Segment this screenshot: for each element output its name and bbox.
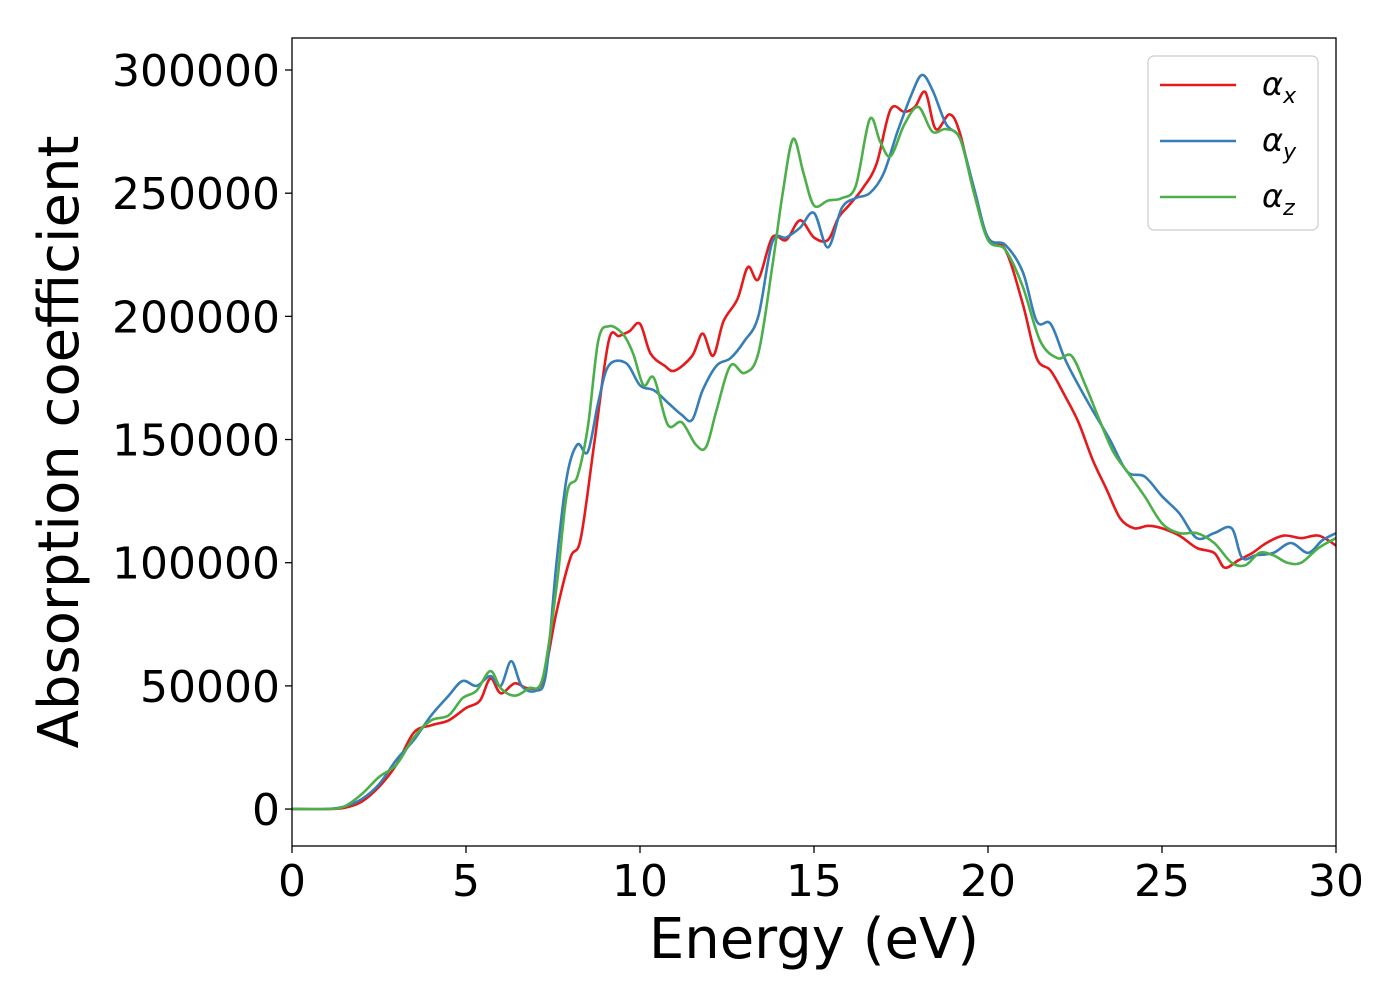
x-axis: 0 5 10 15 20 25 30 <box>278 846 1364 907</box>
x-tick-label: 10 <box>612 856 668 907</box>
legend-label-subscript: z <box>1282 196 1295 221</box>
legend-label-subscript: x <box>1282 84 1297 109</box>
y-tick-label: 300000 <box>112 46 280 97</box>
series-line-alpha-y <box>291 73 1337 811</box>
y-axis-title: Absorption coefficient <box>27 136 92 749</box>
legend-label: αz <box>1262 177 1295 221</box>
series-line-alpha-z <box>291 105 1337 811</box>
x-tick-label: 25 <box>1134 856 1190 907</box>
x-tick-label: 20 <box>960 856 1016 907</box>
legend-label-symbol: α <box>1262 121 1283 159</box>
y-tick-label: 0 <box>252 785 280 836</box>
x-axis-title: Energy (eV) <box>649 907 979 972</box>
x-tick-label: 30 <box>1308 856 1364 907</box>
legend-label-subscript: y <box>1282 140 1297 165</box>
y-tick-label: 250000 <box>112 169 280 220</box>
y-tick-label: 50000 <box>140 662 280 713</box>
series-layer <box>291 73 1337 811</box>
y-axis: 0 50000 100000 150000 200000 250000 300000 <box>112 46 292 836</box>
x-tick-label: 5 <box>452 856 480 907</box>
x-tick-label: 0 <box>278 856 306 907</box>
y-tick-label: 200000 <box>112 292 280 343</box>
legend-box <box>1147 55 1319 231</box>
series-line-alpha-x <box>291 90 1337 811</box>
legend-label: αx <box>1262 65 1297 109</box>
x-tick-label: 15 <box>786 856 842 907</box>
y-tick-label: 150000 <box>112 416 280 467</box>
legend-label-symbol: α <box>1262 177 1283 215</box>
legend-label: αy <box>1262 121 1297 165</box>
y-tick-label: 100000 <box>112 539 280 590</box>
legend-label-symbol: α <box>1262 65 1283 103</box>
